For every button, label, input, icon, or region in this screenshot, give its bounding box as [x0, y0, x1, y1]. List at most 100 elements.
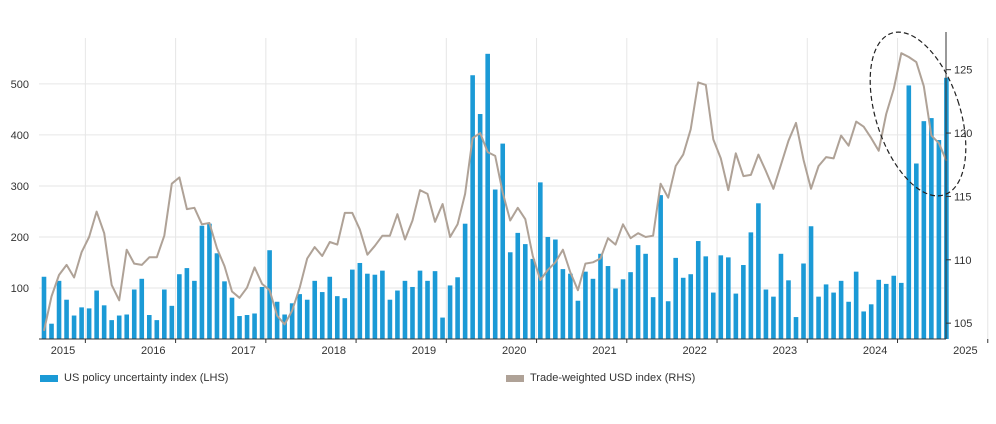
line-series [43, 52, 948, 332]
x-tick-label: 2022 [682, 345, 706, 357]
bar [786, 280, 791, 339]
bar [718, 255, 724, 339]
bar [861, 311, 866, 339]
bar [583, 271, 588, 339]
bar [898, 282, 904, 339]
legend-label-bar: US policy uncertainty index (LHS) [64, 372, 229, 384]
y-left-tick-label: 100 [11, 283, 29, 295]
bar [440, 317, 445, 339]
bar [447, 285, 453, 339]
bar [650, 297, 656, 339]
bar [252, 313, 257, 339]
bar [936, 140, 942, 339]
bar [665, 301, 671, 339]
bar [831, 292, 836, 339]
bar [109, 320, 114, 339]
x-tick-label: 2021 [592, 345, 616, 357]
bar [808, 226, 814, 339]
bar [568, 273, 573, 339]
bar [748, 232, 754, 339]
bar [169, 305, 175, 339]
bar [695, 241, 701, 339]
y-left-tick-label: 500 [11, 79, 29, 91]
bar [342, 298, 348, 339]
bar [492, 189, 498, 339]
bar [177, 274, 182, 339]
bar [154, 320, 160, 339]
bar-series [41, 53, 949, 340]
bar [771, 296, 776, 339]
gridlines [39, 38, 989, 339]
bar [846, 301, 851, 339]
bar [94, 290, 99, 339]
bar [237, 316, 242, 339]
bar [914, 163, 919, 339]
x-tick-label: 2016 [141, 345, 165, 357]
bar [560, 269, 566, 339]
bar [162, 289, 167, 339]
bar [357, 262, 363, 339]
bar [417, 270, 423, 339]
bar [56, 280, 62, 339]
bar [605, 266, 611, 339]
bar [327, 276, 333, 339]
tick-labels: 100 200 300 400 500 105 110 115 120 125 2015 2016 20… [11, 65, 978, 357]
bar [658, 195, 663, 339]
bar [64, 299, 69, 339]
bar [763, 289, 769, 339]
y-right-tick-label: 125 [954, 65, 972, 77]
bar [477, 114, 483, 339]
bar [929, 118, 934, 339]
bar [553, 239, 558, 339]
bar [522, 244, 528, 339]
bar [507, 252, 513, 339]
bar [289, 303, 295, 339]
y-left-tick-label: 300 [11, 181, 29, 193]
axes [39, 32, 989, 343]
bar [906, 85, 912, 339]
x-tick-label: 2017 [231, 345, 255, 357]
bar [139, 278, 145, 339]
bar [184, 268, 190, 339]
bar [402, 280, 408, 339]
x-tick-label: 2024 [863, 345, 887, 357]
bar [380, 270, 385, 339]
bar [387, 299, 393, 339]
bar [116, 315, 122, 339]
bar [816, 296, 821, 339]
bar [462, 223, 468, 339]
x-tick-label: 2015 [51, 345, 75, 357]
bar [192, 280, 197, 339]
bar [432, 271, 438, 339]
bar [101, 305, 107, 339]
y-right-tick-label: 120 [954, 128, 972, 140]
bar [643, 253, 648, 339]
bar [590, 278, 596, 339]
bar [470, 75, 475, 339]
bar [620, 279, 626, 339]
y-right-tick-label: 115 [954, 191, 972, 203]
bar [365, 273, 370, 339]
bar [598, 253, 603, 339]
bar [455, 277, 460, 339]
bar [710, 292, 716, 339]
bar [868, 304, 874, 339]
bar [733, 293, 739, 339]
x-tick-label: 2020 [502, 345, 526, 357]
x-tick-label: 2023 [773, 345, 797, 357]
bar [688, 274, 694, 339]
bar [726, 257, 731, 339]
bar [891, 275, 897, 339]
bar [199, 225, 205, 339]
bar [485, 53, 490, 340]
bar [883, 283, 889, 339]
bar [229, 297, 235, 339]
bar [282, 314, 287, 339]
legend-bar: US policy uncertainty index (LHS) [40, 372, 228, 384]
bar [703, 256, 709, 339]
bar [350, 269, 355, 339]
legend-swatch-bar [40, 374, 58, 382]
bar [312, 280, 318, 339]
bar [259, 286, 265, 339]
bar [741, 265, 746, 339]
